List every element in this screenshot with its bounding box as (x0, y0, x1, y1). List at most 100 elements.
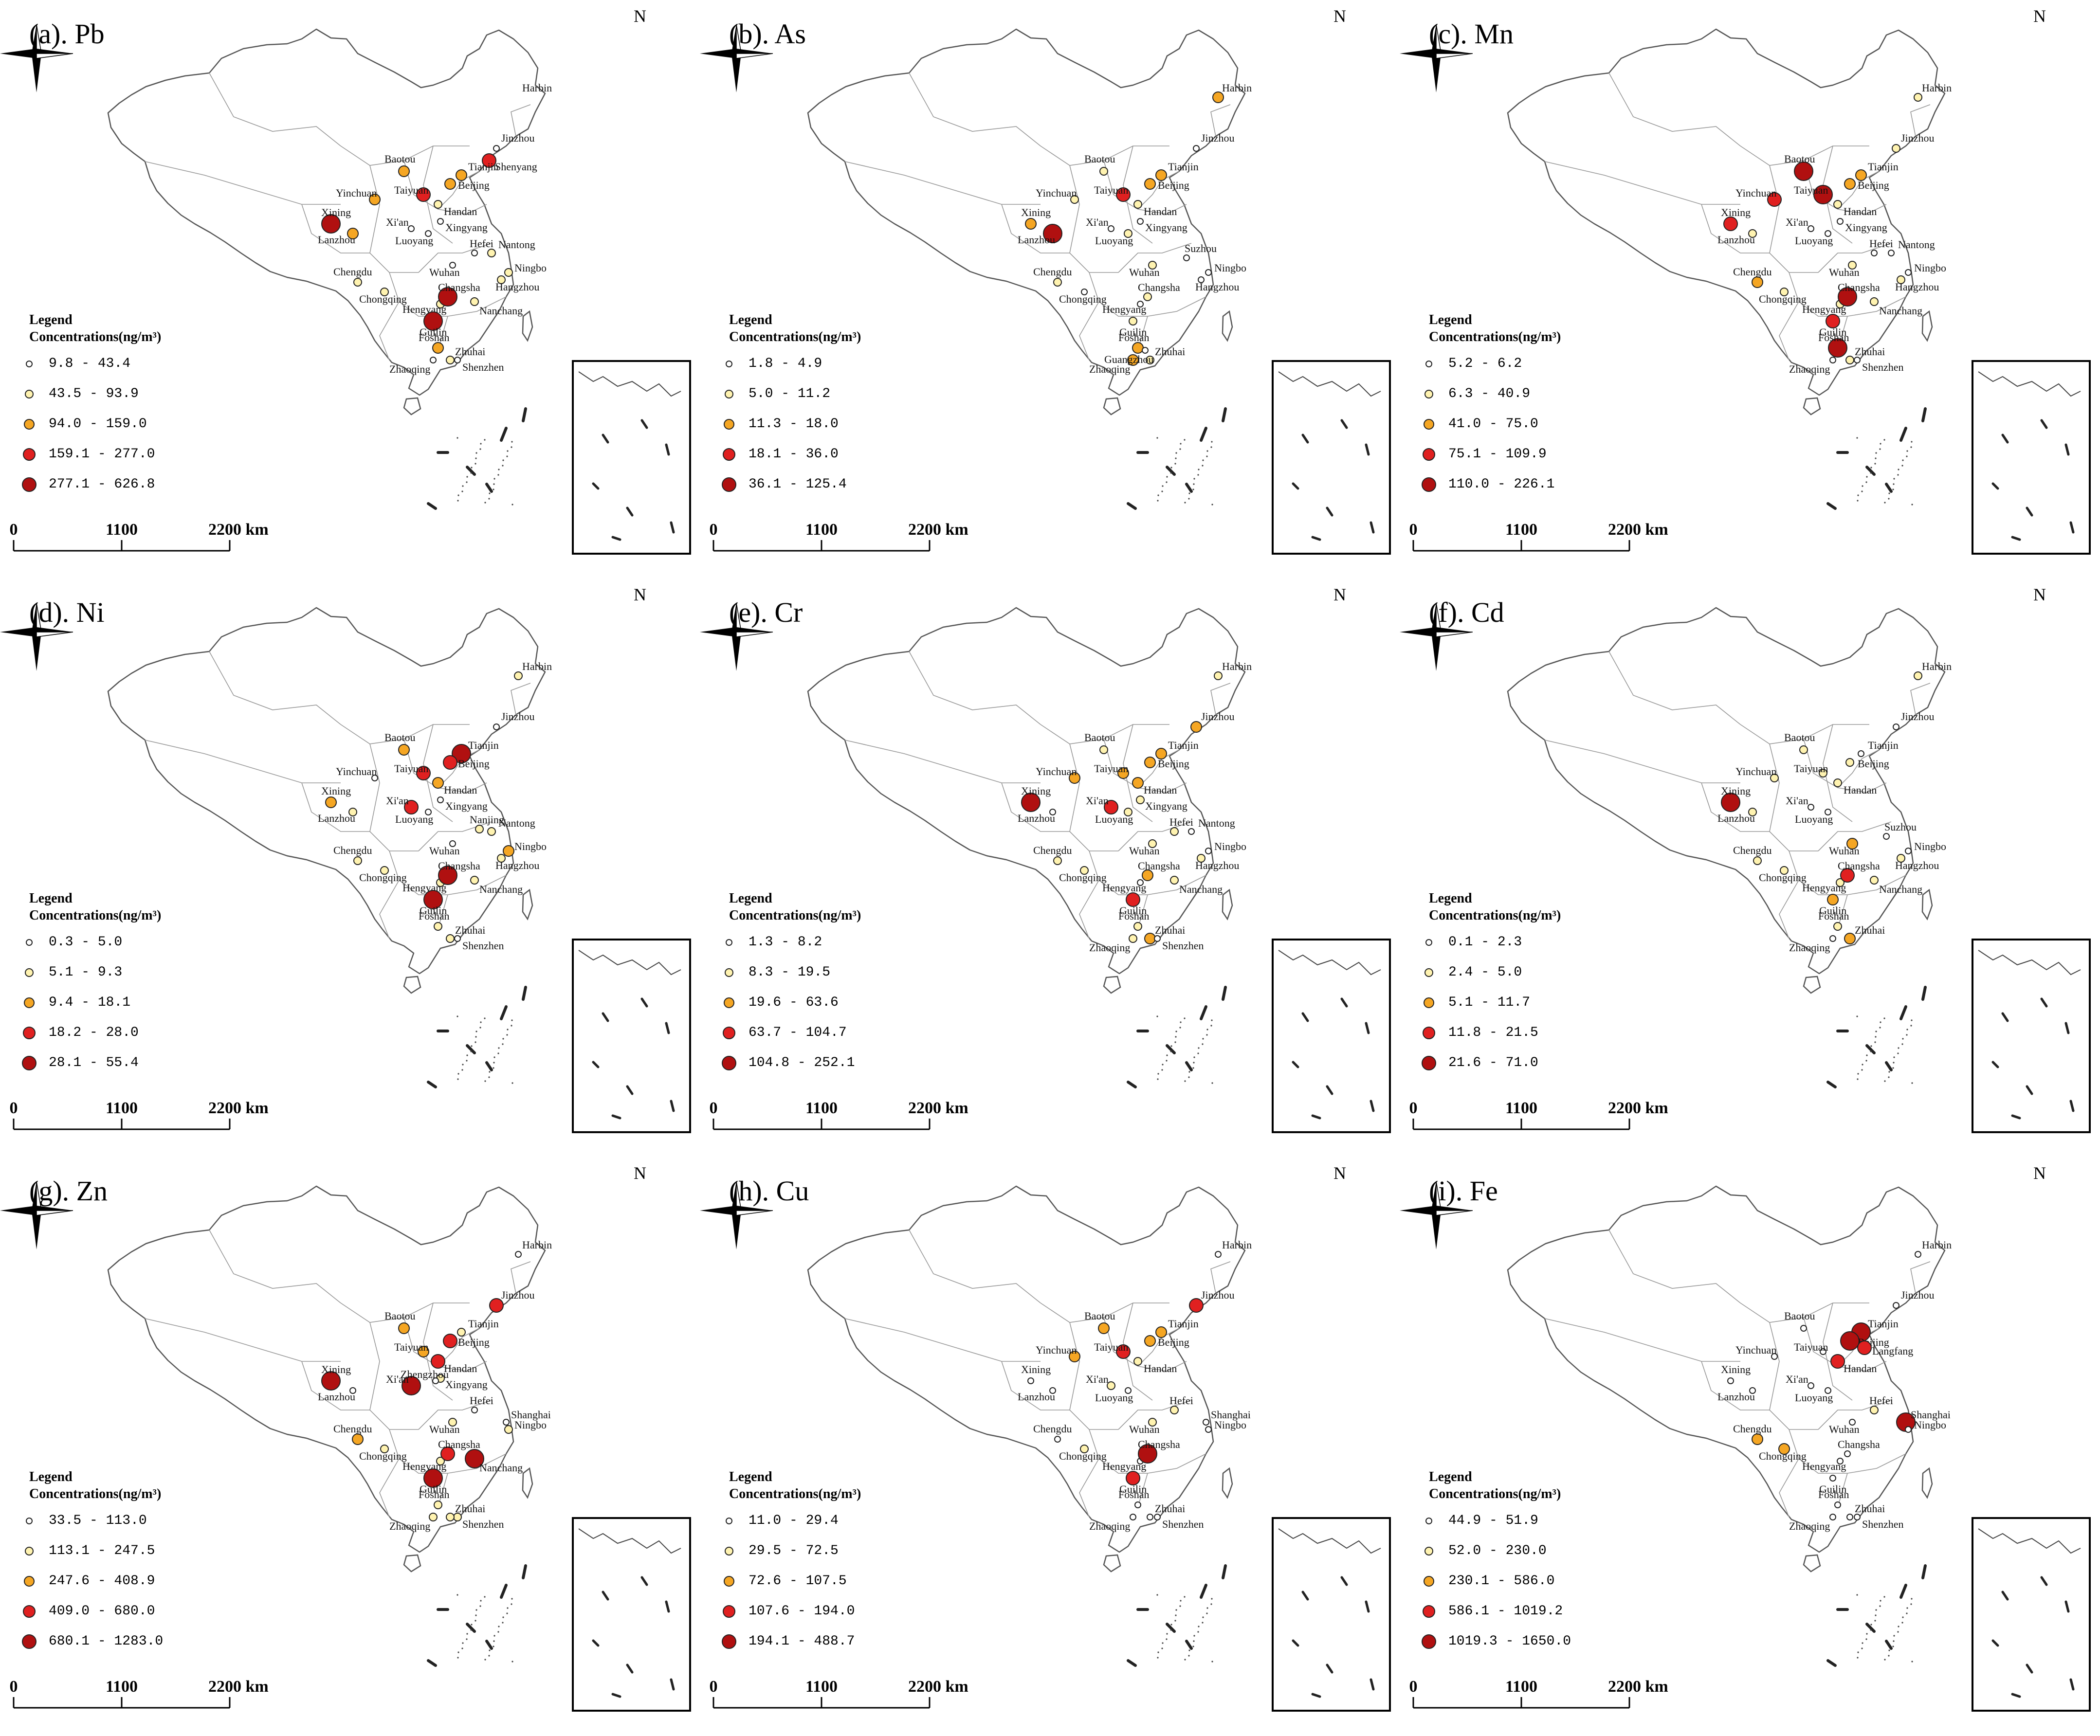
south-sea-islet (1198, 469, 1200, 470)
city-label: Beijing (1158, 179, 1189, 191)
scale-label: 1100 (805, 1678, 838, 1696)
legend-symbol (723, 1605, 735, 1618)
legend-range: 2.4 - 5.0 (1448, 965, 1522, 980)
legend-title: Legend Concentrations(ng/m³) (729, 1468, 861, 1502)
south-sea-islet (1211, 1661, 1213, 1663)
south-sea-islet (1883, 1596, 1885, 1598)
site-marker (1837, 218, 1844, 225)
south-sea-islet (1906, 1612, 1908, 1614)
south-sea-islet (1901, 465, 1903, 467)
site-marker (1183, 254, 1190, 261)
south-sea-islet (479, 448, 481, 450)
province-boundary (145, 740, 341, 783)
province-boundary (1823, 724, 1853, 822)
site-marker (402, 1376, 421, 1395)
dash-line (1127, 502, 1137, 510)
dash-line (1185, 1640, 1193, 1650)
south-sea-islet (1192, 1646, 1194, 1647)
legend-item: 5.1 - 11.7 (1424, 995, 1530, 1010)
inset-dash (640, 997, 648, 1008)
inset-dash (626, 1664, 634, 1674)
site-marker (398, 744, 410, 756)
legend-item: 230.1 - 586.0 (1424, 1573, 1554, 1589)
south-sea-islet (484, 1596, 486, 1598)
city-label: Nanchang (479, 305, 523, 317)
south-sea-islet (1888, 1655, 1890, 1657)
site-marker (1825, 1387, 1831, 1394)
site-marker (1780, 866, 1789, 875)
inset-dash (626, 1085, 634, 1095)
city-label: Luoyang (395, 235, 433, 247)
city-label: Ningbo (514, 1419, 547, 1431)
south-sea-islet (470, 1629, 472, 1631)
south-sea-islet (1874, 463, 1876, 465)
south-sea-islet (1902, 1616, 1904, 1618)
inset-dash (2026, 506, 2033, 517)
scale-label: 0 (1409, 1099, 1418, 1117)
city-label: Hangzhou (1895, 281, 1939, 293)
south-sea-islet (1870, 1045, 1872, 1047)
legend-symbol (1425, 360, 1432, 367)
south-sea-islet (1184, 1080, 1186, 1082)
south-sea-islet (1184, 1659, 1186, 1661)
south-sea-islet (1870, 467, 1872, 469)
site-marker (425, 230, 432, 237)
south-sea-islet (1157, 1657, 1159, 1659)
legend-item: 107.6 - 194.0 (723, 1604, 855, 1619)
city-label: Lanzhou (1018, 812, 1055, 824)
south-sea-islet (502, 1038, 504, 1040)
site-marker (1897, 275, 1905, 284)
city-label: Jinzhou (1201, 132, 1234, 144)
south-sea-islet (457, 500, 459, 502)
dash-line (1222, 1564, 1227, 1579)
city-label: Taiyuan (394, 1341, 429, 1353)
city-label: Xi'an (386, 795, 409, 807)
south-sea-islet (1193, 1062, 1195, 1064)
south-sea-islet (1157, 500, 1159, 502)
site-marker (1170, 1406, 1179, 1414)
legend-range: 29.5 - 72.5 (749, 1543, 839, 1558)
legend-title: Legend Concentrations(ng/m³) (1429, 1468, 1561, 1502)
province-boundary (301, 204, 370, 253)
south-sea-islet (1174, 463, 1176, 465)
panel-title: (b). As (729, 18, 806, 50)
inset-dash (1991, 482, 1999, 490)
country-outline (107, 28, 546, 396)
inset-coast (578, 1528, 681, 1554)
south-sea-islet (1883, 439, 1885, 441)
city-label: Lanzhou (1018, 234, 1055, 246)
province-boundary (1701, 204, 1770, 253)
site-marker (438, 866, 457, 885)
south-sea-islet (489, 492, 491, 494)
south-sea-islet (1179, 1605, 1181, 1607)
province-boundary (909, 1230, 1041, 1303)
south-sea-islet (1888, 1649, 1890, 1651)
legend-symbol (26, 939, 33, 946)
legend-item: 11.8 - 21.5 (1423, 1025, 1538, 1040)
legend-range: 11.8 - 21.5 (1448, 1025, 1538, 1040)
city-label: Lanzhou (318, 234, 355, 246)
site-marker (465, 1449, 484, 1468)
south-sea-islet (1862, 485, 1863, 487)
south-sea-islet (1202, 1043, 1204, 1045)
city-label: Harbin (1222, 1239, 1252, 1251)
site-marker (1170, 827, 1179, 836)
south-sea-islet (502, 1043, 504, 1045)
south-sea-islet (1880, 443, 1881, 445)
legend-range: 11.3 - 18.0 (749, 416, 839, 432)
province-boundary (1079, 1458, 1099, 1518)
hainan-island (1103, 976, 1121, 994)
south-sea-islet (1198, 1626, 1200, 1628)
scale-label: 0 (709, 1678, 718, 1696)
legend-symbol (723, 448, 735, 461)
city-label: Changsha (1138, 860, 1180, 872)
legend-item: 1.3 - 8.2 (726, 935, 822, 950)
hainan-island (1103, 1554, 1121, 1573)
site-marker (1116, 1344, 1131, 1359)
legend-range: 1.8 - 4.9 (749, 356, 822, 371)
north-label: N (634, 6, 646, 26)
city-label: Tianjin (468, 161, 499, 173)
south-sea-islet (461, 1069, 463, 1071)
legend-range: 5.1 - 9.3 (49, 965, 123, 980)
city-label: Chengdu (1033, 266, 1072, 278)
